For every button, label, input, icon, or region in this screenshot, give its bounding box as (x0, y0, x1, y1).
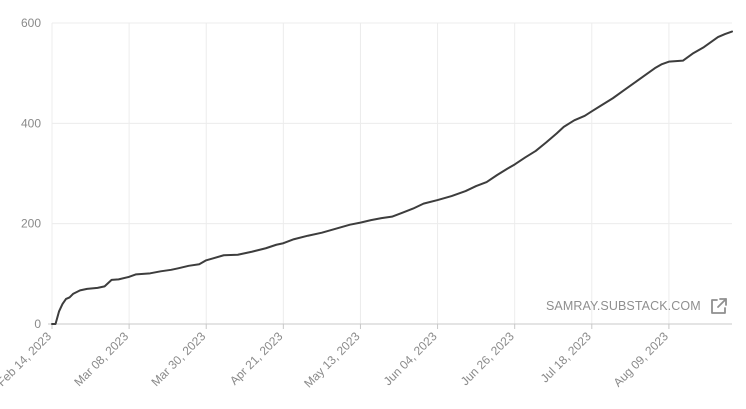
series-line (51, 30, 733, 325)
watermark-text: SAMRAY.SUBSTACK.COM (546, 299, 701, 313)
substack-link[interactable]: SAMRAY.SUBSTACK.COM (546, 293, 729, 319)
external-link-icon (710, 298, 727, 314)
axes (48, 23, 732, 329)
y-tick-label: 400 (21, 116, 41, 130)
x-tick-label: Mar 08, 2023 (71, 329, 131, 389)
x-tick-label: Apr 21, 2023 (227, 329, 286, 388)
y-tick-labels: 0 200 400 600 (21, 16, 41, 331)
grid-lines (51, 22, 732, 324)
x-tick-label: Mar 30, 2023 (148, 329, 208, 389)
x-tick-label: Aug 09, 2023 (611, 329, 672, 390)
x-tick-label: Feb 14, 2023 (0, 329, 54, 389)
x-tick-label: Jul 18, 2023 (538, 329, 594, 385)
y-tick-label: 600 (21, 16, 41, 30)
y-tick-label: 0 (34, 317, 41, 331)
x-tick-labels: Feb 14, 2023 Mar 08, 2023 Mar 30, 2023 Apr … (0, 329, 671, 391)
y-tick-label: 200 (21, 217, 41, 231)
series-layer (51, 30, 733, 325)
x-tick-label: Jun 26, 2023 (458, 329, 517, 388)
x-tick-label: May 13, 2023 (301, 329, 363, 391)
x-tick-label: Jun 04, 2023 (381, 329, 440, 388)
